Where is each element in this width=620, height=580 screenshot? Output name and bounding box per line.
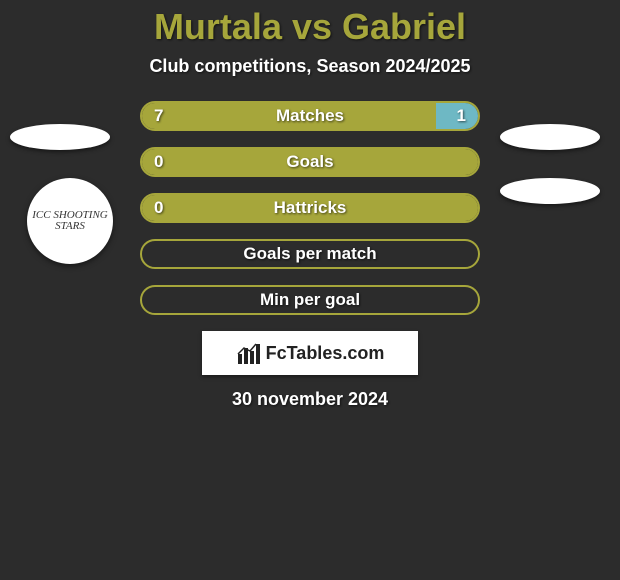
date-label: 30 november 2024 <box>0 389 620 410</box>
stat-row: Min per goal <box>0 285 620 315</box>
stat-label: Goals per match <box>142 241 478 267</box>
stat-fill-left <box>142 103 436 129</box>
stat-bar: Hattricks0 <box>140 193 480 223</box>
club-badge-text: ICC SHOOTING STARS <box>27 210 113 232</box>
player-left-ellipse <box>10 124 110 150</box>
stat-bar: Goals0 <box>140 147 480 177</box>
page-title: Murtala vs Gabriel <box>0 6 620 48</box>
stat-bar: Goals per match <box>140 239 480 269</box>
page-subtitle: Club competitions, Season 2024/2025 <box>0 56 620 77</box>
player-right-ellipse-1 <box>500 124 600 150</box>
stat-fill-left <box>142 149 478 175</box>
stat-bar: Matches71 <box>140 101 480 131</box>
fctables-logo[interactable]: FcTables.com <box>202 331 418 375</box>
logo-text: FcTables.com <box>266 343 385 364</box>
club-badge-left: ICC SHOOTING STARS <box>27 178 113 264</box>
stat-label: Min per goal <box>142 287 478 313</box>
stat-row: Goals0 <box>0 147 620 177</box>
stat-fill-left <box>142 195 478 221</box>
player-right-ellipse-2 <box>500 178 600 204</box>
stat-bar: Min per goal <box>140 285 480 315</box>
bar-chart-icon <box>236 342 262 364</box>
stat-fill-right <box>436 103 478 129</box>
